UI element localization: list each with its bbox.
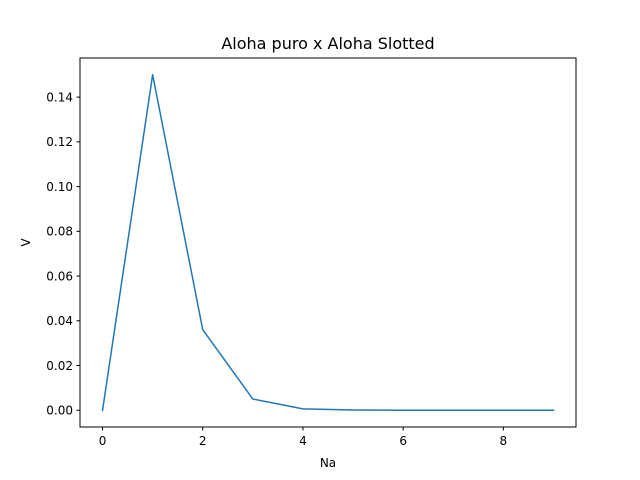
x-axis-ticks: 0 2 4 6 8 (99, 427, 507, 448)
x-tick-label: 4 (299, 434, 307, 448)
x-tick-label: 6 (399, 434, 407, 448)
y-tick-label: 0.10 (46, 180, 73, 194)
x-tick-label: 2 (199, 434, 207, 448)
x-tick-label: 8 (500, 434, 508, 448)
y-tick-label: 0.08 (46, 225, 73, 239)
x-axis-label: Na (320, 456, 336, 470)
y-tick-label: 0.02 (46, 359, 73, 373)
y-tick-label: 0.12 (46, 135, 73, 149)
series-layer (101, 74, 555, 412)
series-line-0 (101, 74, 555, 412)
chart-title: Aloha puro x Aloha Slotted (221, 34, 434, 53)
y-axis-label: V (19, 238, 33, 247)
y-axis-ticks: 0.00 0.02 0.04 0.06 0.08 0.10 0.12 0.14 (46, 90, 80, 418)
y-tick-label: 0.00 (46, 404, 73, 418)
y-tick-label: 0.04 (46, 314, 73, 328)
plot-frame (79, 57, 577, 428)
y-tick-label: 0.06 (46, 269, 73, 283)
y-tick-label: 0.14 (46, 90, 73, 104)
x-tick-label: 0 (99, 434, 107, 448)
